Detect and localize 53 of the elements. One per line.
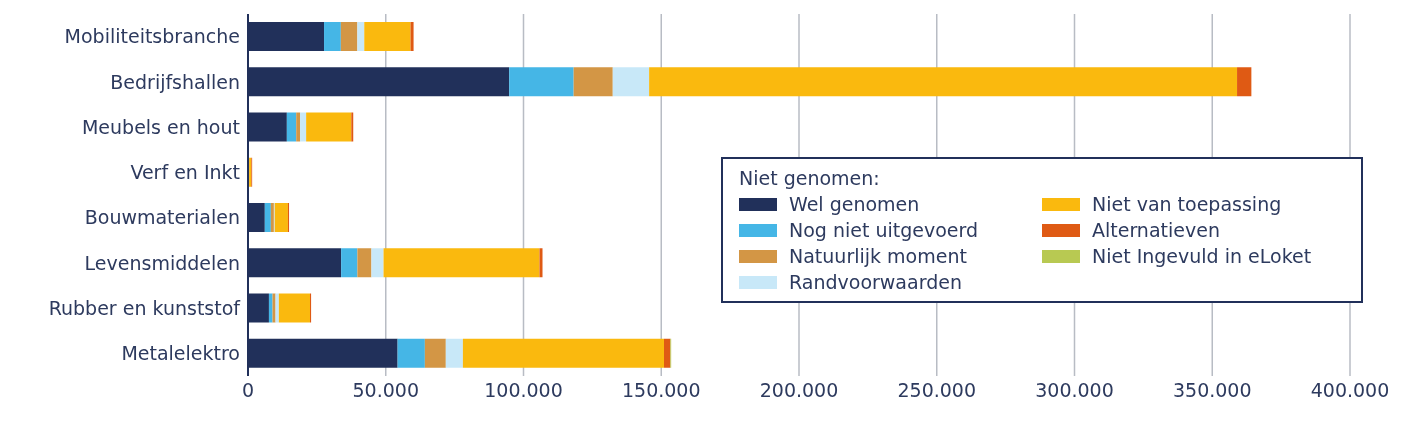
x-tick-label: 0 xyxy=(241,379,255,402)
bar xyxy=(424,338,446,368)
x-tick-label: 150.000 xyxy=(621,379,701,402)
bar xyxy=(306,112,352,142)
x-tick-label: 50.000 xyxy=(352,379,419,402)
y-tick-label: Bedrijfshallen xyxy=(110,70,240,93)
legend-label: Natuurlijk moment xyxy=(789,245,967,267)
bar xyxy=(357,22,365,51)
bar xyxy=(649,67,1238,97)
bar xyxy=(296,112,301,142)
bar xyxy=(268,293,273,323)
bar xyxy=(264,203,271,232)
y-tick-label: Verf en Inkt xyxy=(130,161,240,184)
bar xyxy=(341,248,358,278)
bar xyxy=(383,248,540,278)
bar xyxy=(664,338,671,368)
bar xyxy=(357,248,372,278)
x-tick-label: 300.000 xyxy=(1035,379,1114,402)
legend-title: Niet genomen: xyxy=(739,166,881,191)
x-tick-label: 100.000 xyxy=(484,379,563,402)
bar xyxy=(410,22,414,51)
bar xyxy=(324,22,341,51)
x-tick-label: 400.000 xyxy=(1310,379,1390,402)
bar xyxy=(573,67,613,97)
bar xyxy=(274,203,288,232)
bar xyxy=(364,22,411,51)
x-tick-label: 200.000 xyxy=(759,379,839,402)
bar xyxy=(509,67,574,97)
legend-label: Randvoorwaarden xyxy=(789,271,962,293)
y-tick-label: Mobiliteitsbranche xyxy=(64,25,240,48)
legend-label: Alternatieven xyxy=(1091,219,1220,241)
x-tick-label: 250.000 xyxy=(897,379,977,402)
bar xyxy=(397,338,425,368)
y-tick-label: Metalelektro xyxy=(121,342,240,365)
x-tick-label: 350.000 xyxy=(1172,379,1252,402)
legend-label: Niet Ingevuld in eLoket xyxy=(1091,245,1312,267)
y-tick-label: Meubels en hout xyxy=(81,115,240,138)
bar xyxy=(445,338,463,368)
bar xyxy=(286,112,297,142)
legend-label: Wel genomen xyxy=(789,193,920,215)
y-tick-label: Bouwmaterialen xyxy=(84,206,240,229)
bar xyxy=(539,248,543,278)
bar xyxy=(278,293,310,323)
bar xyxy=(1237,67,1252,97)
bar xyxy=(371,248,384,278)
y-tick-label: Levensmiddelen xyxy=(84,251,240,274)
bar xyxy=(612,67,650,97)
legend-label: Nog niet uitgevoerd xyxy=(789,219,979,241)
bar xyxy=(300,112,307,142)
legend-label: Niet van toepassing xyxy=(1091,193,1282,215)
y-tick-label: Rubber en kunststof xyxy=(48,296,242,319)
bar xyxy=(462,338,665,368)
bar xyxy=(340,22,358,51)
